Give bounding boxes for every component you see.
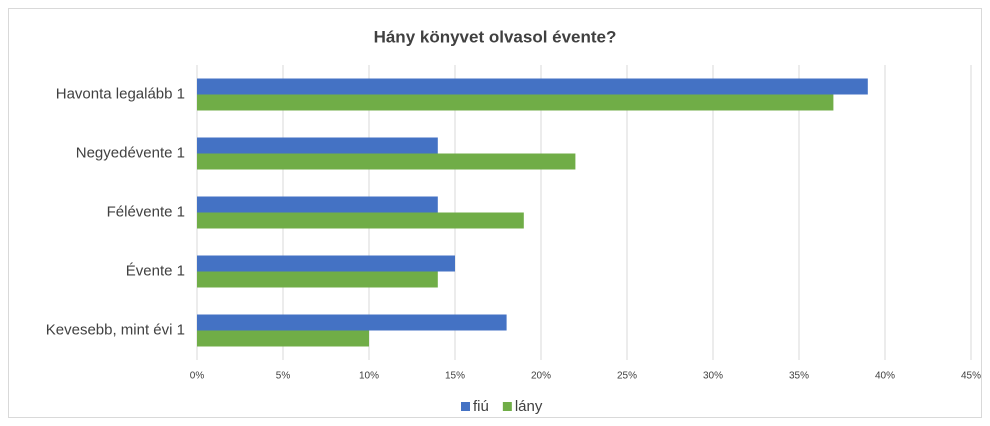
x-tick-label: 15% (445, 371, 465, 382)
legend-label: fiú (473, 398, 489, 415)
x-tick-label: 25% (617, 371, 637, 382)
y-tick-label: Negyedévente 1 (76, 144, 185, 161)
x-tick-label: 30% (703, 371, 723, 382)
x-tick-label: 20% (531, 371, 551, 382)
bar (197, 137, 438, 154)
bar (197, 196, 438, 213)
legend-swatch (502, 402, 512, 411)
bar (197, 94, 834, 111)
y-tick-label: Kevesebb, mint évi 1 (46, 321, 185, 338)
y-tick-label: Félévente 1 (107, 203, 185, 220)
bar (197, 271, 438, 288)
y-tick-label: Évente 1 (126, 262, 185, 279)
legend-swatch (461, 402, 470, 411)
bar (197, 153, 576, 170)
x-tick-label: 40% (875, 371, 895, 382)
bar (197, 255, 455, 272)
y-tick-label: Havonta legalább 1 (56, 85, 185, 102)
x-tick-label: 5% (276, 371, 291, 382)
bar (197, 212, 524, 229)
x-tick-label: 45% (961, 371, 981, 382)
x-tick-label: 35% (789, 371, 809, 382)
x-tick-label: 10% (359, 371, 379, 382)
bar (197, 78, 868, 95)
chart-title: Hány könyvet olvasol évente? (374, 27, 617, 46)
legend-label: lány (515, 398, 543, 415)
x-tick-label: 0% (190, 371, 205, 382)
bar (197, 330, 369, 347)
bar (197, 314, 507, 331)
